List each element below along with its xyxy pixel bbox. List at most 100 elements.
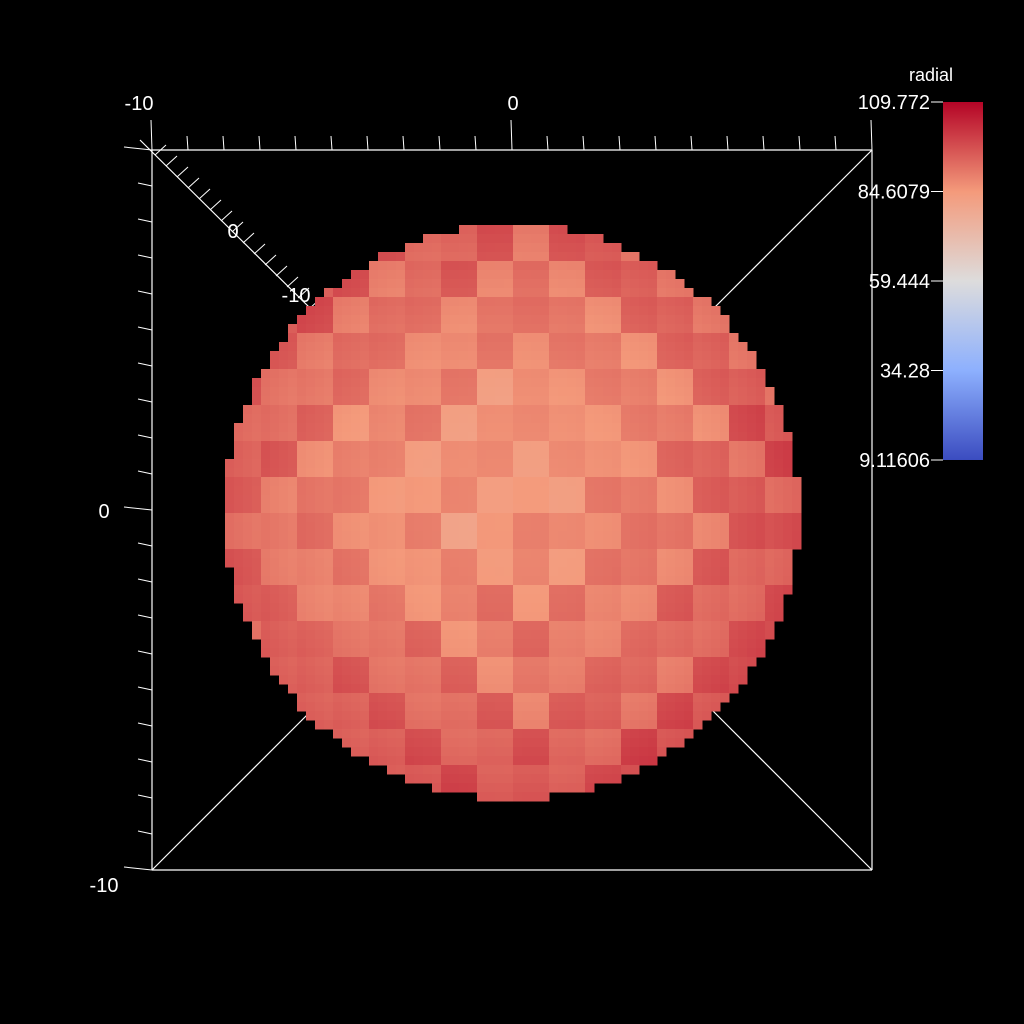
sphere-voxel (234, 513, 244, 523)
sphere-voxel (666, 558, 676, 568)
sphere-voxel (522, 504, 532, 514)
sphere-voxel (711, 612, 721, 622)
sphere-voxel (477, 369, 487, 379)
sphere-voxel (432, 738, 442, 748)
sphere-voxel (729, 585, 739, 595)
sphere-voxel (486, 540, 496, 550)
sphere-voxel (540, 765, 550, 775)
sphere-voxel (387, 306, 397, 316)
sphere-voxel (657, 468, 667, 478)
sphere-voxel (225, 540, 235, 550)
sphere-voxel (684, 342, 694, 352)
sphere-voxel (459, 558, 469, 568)
sphere-voxel (603, 612, 613, 622)
sphere-voxel (540, 360, 550, 370)
sphere-voxel (369, 495, 379, 505)
sphere-voxel (315, 333, 325, 343)
sphere-voxel (405, 549, 415, 559)
sphere-voxel (531, 279, 541, 289)
sphere-voxel (333, 450, 343, 460)
sphere-voxel (567, 567, 577, 577)
sphere-voxel (522, 477, 532, 487)
sphere-voxel (585, 504, 595, 514)
sphere-voxel (783, 459, 793, 469)
sphere-voxel (387, 675, 397, 685)
sphere-voxel (378, 288, 388, 298)
sphere-voxel (477, 414, 487, 424)
sphere-voxel (324, 468, 334, 478)
sphere-voxel (693, 585, 703, 595)
sphere-voxel (558, 351, 568, 361)
sphere-voxel (324, 297, 334, 307)
sphere-voxel (540, 450, 550, 460)
sphere-voxel (423, 522, 433, 532)
sphere-voxel (531, 693, 541, 703)
sphere-voxel (513, 252, 523, 262)
sphere-voxel (765, 450, 775, 460)
sphere-voxel (504, 540, 514, 550)
sphere-voxel (405, 423, 415, 433)
sphere-voxel (333, 423, 343, 433)
sphere-voxel (711, 540, 721, 550)
sphere-voxel (252, 459, 262, 469)
sphere-voxel (720, 378, 730, 388)
sphere-voxel (648, 558, 658, 568)
sphere-voxel (477, 234, 487, 244)
sphere-voxel (657, 315, 667, 325)
sphere-voxel (387, 387, 397, 397)
sphere-voxel (684, 702, 694, 712)
sphere-voxel (360, 648, 370, 658)
sphere-voxel (315, 648, 325, 658)
sphere-voxel (288, 684, 298, 694)
sphere-voxel (504, 261, 514, 271)
sphere-voxel (657, 531, 667, 541)
sphere-voxel (666, 405, 676, 415)
sphere-voxel (261, 522, 271, 532)
sphere-voxel (261, 531, 271, 541)
sphere-voxel (639, 720, 649, 730)
sphere-voxel (495, 423, 505, 433)
sphere-voxel (594, 459, 604, 469)
sphere-voxel (333, 639, 343, 649)
sphere-voxel (423, 351, 433, 361)
sphere-voxel (675, 567, 685, 577)
sphere-voxel (666, 324, 676, 334)
sphere-voxel (522, 738, 532, 748)
sphere-voxel (324, 558, 334, 568)
sphere-voxel (558, 252, 568, 262)
sphere-voxel (297, 441, 307, 451)
sphere-voxel (441, 450, 451, 460)
sphere-voxel (720, 396, 730, 406)
sphere-voxel (513, 756, 523, 766)
sphere-voxel (774, 405, 784, 415)
sphere-voxel (594, 378, 604, 388)
sphere-voxel (684, 567, 694, 577)
sphere-voxel (639, 657, 649, 667)
sphere-voxel (324, 531, 334, 541)
sphere-voxel (486, 324, 496, 334)
sphere-voxel (567, 711, 577, 721)
sphere-voxel (747, 576, 757, 586)
sphere-voxel (585, 747, 595, 757)
sphere-voxel (288, 531, 298, 541)
sphere-voxel (774, 495, 784, 505)
sphere-voxel (342, 675, 352, 685)
sphere-voxel (243, 513, 253, 523)
sphere-voxel (558, 279, 568, 289)
sphere-voxel (414, 540, 424, 550)
sphere-voxel (576, 378, 586, 388)
sphere-voxel (261, 648, 271, 658)
sphere-voxel (729, 360, 739, 370)
sphere-voxel (567, 549, 577, 559)
sphere-voxel (441, 468, 451, 478)
sphere-voxel (324, 522, 334, 532)
sphere-voxel (279, 540, 289, 550)
sphere-voxel (351, 396, 361, 406)
left-axis-tick (123, 866, 153, 871)
sphere-voxel (288, 675, 298, 685)
sphere-voxel (441, 549, 451, 559)
sphere-voxel (612, 720, 622, 730)
sphere-voxel (432, 486, 442, 496)
left-axis-tick (123, 146, 153, 151)
sphere-voxel (369, 612, 379, 622)
